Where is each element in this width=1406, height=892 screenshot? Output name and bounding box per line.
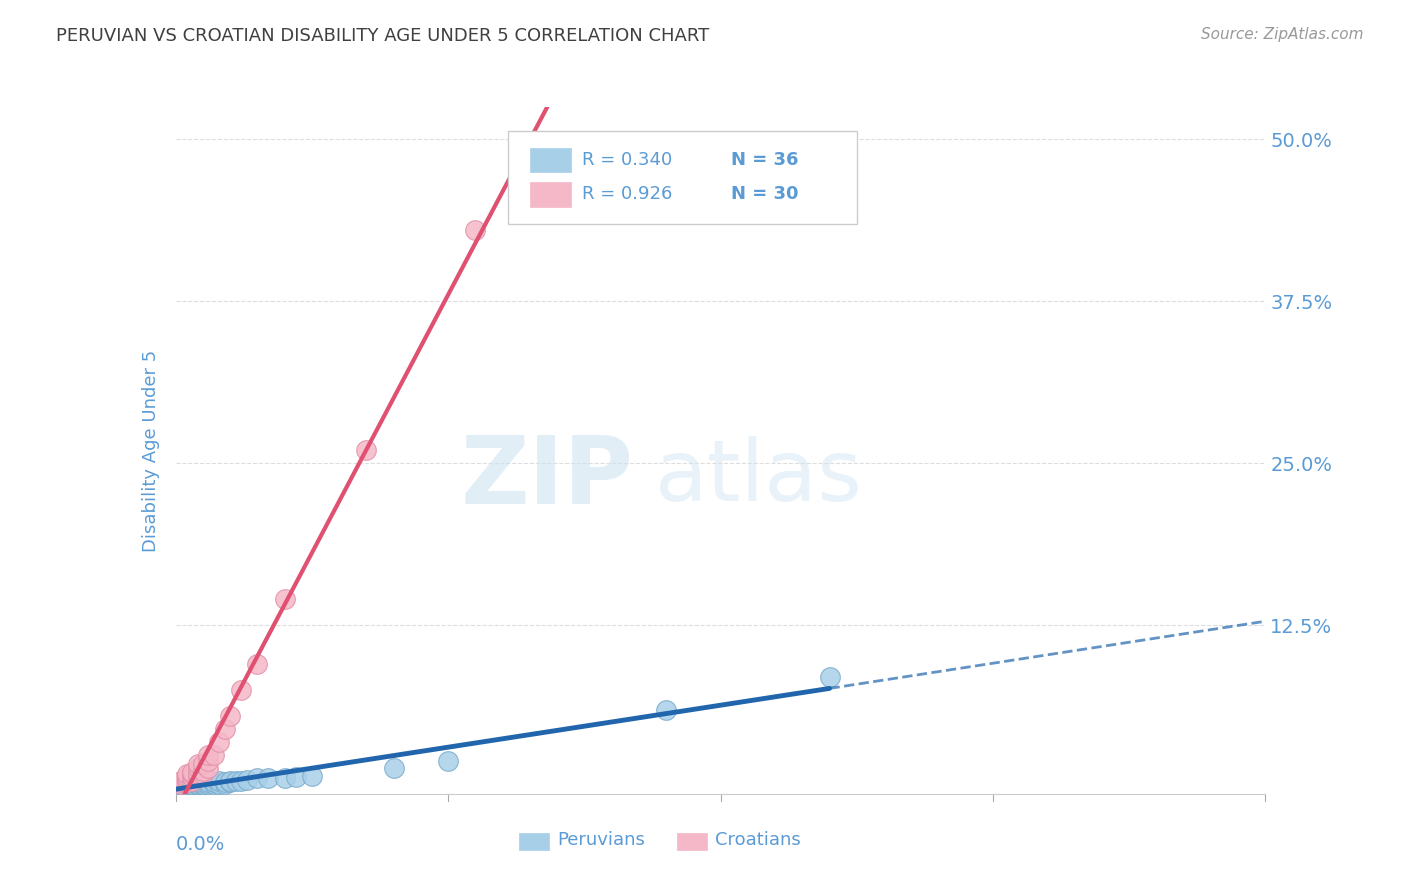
Text: N = 36: N = 36 bbox=[731, 151, 799, 169]
Text: Croatians: Croatians bbox=[716, 831, 801, 849]
Point bbox=[191, 767, 214, 781]
Point bbox=[191, 776, 214, 790]
Bar bbox=[519, 833, 550, 850]
Point bbox=[181, 764, 204, 779]
Point bbox=[208, 776, 231, 790]
Text: 0.0%: 0.0% bbox=[176, 835, 225, 855]
Point bbox=[176, 776, 198, 790]
Point bbox=[170, 776, 193, 790]
Point bbox=[197, 761, 219, 775]
Point bbox=[818, 670, 841, 684]
Point bbox=[176, 775, 198, 789]
FancyBboxPatch shape bbox=[508, 131, 856, 224]
Point bbox=[197, 747, 219, 762]
Point bbox=[191, 778, 214, 792]
Point bbox=[176, 775, 198, 789]
Point bbox=[191, 764, 214, 778]
Point bbox=[176, 778, 198, 792]
Point bbox=[225, 773, 247, 788]
Point bbox=[186, 778, 209, 792]
Point bbox=[246, 772, 269, 786]
Point bbox=[170, 775, 193, 789]
Bar bbox=[530, 182, 571, 207]
Bar bbox=[678, 833, 707, 850]
Point bbox=[202, 776, 225, 790]
Point bbox=[170, 773, 193, 788]
Point bbox=[186, 770, 209, 784]
Point bbox=[231, 683, 253, 698]
Point bbox=[181, 775, 204, 789]
Point bbox=[186, 767, 209, 781]
Point bbox=[197, 755, 219, 769]
Point bbox=[208, 735, 231, 749]
Point bbox=[181, 776, 204, 790]
Point bbox=[214, 775, 236, 789]
Point bbox=[186, 776, 209, 790]
Point bbox=[197, 776, 219, 790]
Point bbox=[186, 761, 209, 775]
Point bbox=[176, 772, 198, 787]
Point bbox=[181, 767, 204, 781]
Point bbox=[176, 767, 198, 781]
Point bbox=[214, 722, 236, 736]
Text: PERUVIAN VS CROATIAN DISABILITY AGE UNDER 5 CORRELATION CHART: PERUVIAN VS CROATIAN DISABILITY AGE UNDE… bbox=[56, 27, 710, 45]
Point bbox=[170, 776, 193, 790]
Text: Source: ZipAtlas.com: Source: ZipAtlas.com bbox=[1201, 27, 1364, 42]
Text: N = 30: N = 30 bbox=[731, 186, 799, 203]
Point bbox=[655, 703, 678, 717]
Point bbox=[274, 592, 297, 607]
Text: atlas: atlas bbox=[655, 436, 863, 519]
Point bbox=[202, 775, 225, 789]
Point bbox=[257, 772, 280, 786]
Point bbox=[181, 773, 204, 788]
Point bbox=[208, 773, 231, 788]
Point bbox=[382, 761, 405, 775]
Point bbox=[181, 778, 204, 792]
Point bbox=[284, 770, 307, 784]
Point bbox=[231, 773, 253, 788]
Y-axis label: Disability Age Under 5: Disability Age Under 5 bbox=[142, 350, 160, 551]
Point bbox=[170, 778, 193, 792]
Point bbox=[181, 770, 204, 784]
Point bbox=[191, 775, 214, 789]
Point bbox=[356, 443, 378, 458]
Bar bbox=[530, 147, 571, 172]
Point bbox=[197, 775, 219, 789]
Text: ZIP: ZIP bbox=[461, 432, 633, 524]
Point bbox=[191, 757, 214, 772]
Point bbox=[186, 757, 209, 772]
Point bbox=[219, 775, 242, 789]
Point bbox=[235, 772, 257, 787]
Point bbox=[219, 709, 242, 723]
Point bbox=[301, 769, 323, 783]
Point bbox=[246, 657, 269, 672]
Point bbox=[437, 755, 460, 769]
Point bbox=[202, 747, 225, 762]
Point bbox=[219, 773, 242, 788]
Text: Peruvians: Peruvians bbox=[557, 831, 645, 849]
Point bbox=[186, 775, 209, 789]
Point bbox=[214, 776, 236, 790]
Point bbox=[464, 223, 486, 237]
Point bbox=[274, 772, 297, 786]
Text: R = 0.340: R = 0.340 bbox=[582, 151, 672, 169]
Point bbox=[176, 770, 198, 784]
Text: R = 0.926: R = 0.926 bbox=[582, 186, 672, 203]
